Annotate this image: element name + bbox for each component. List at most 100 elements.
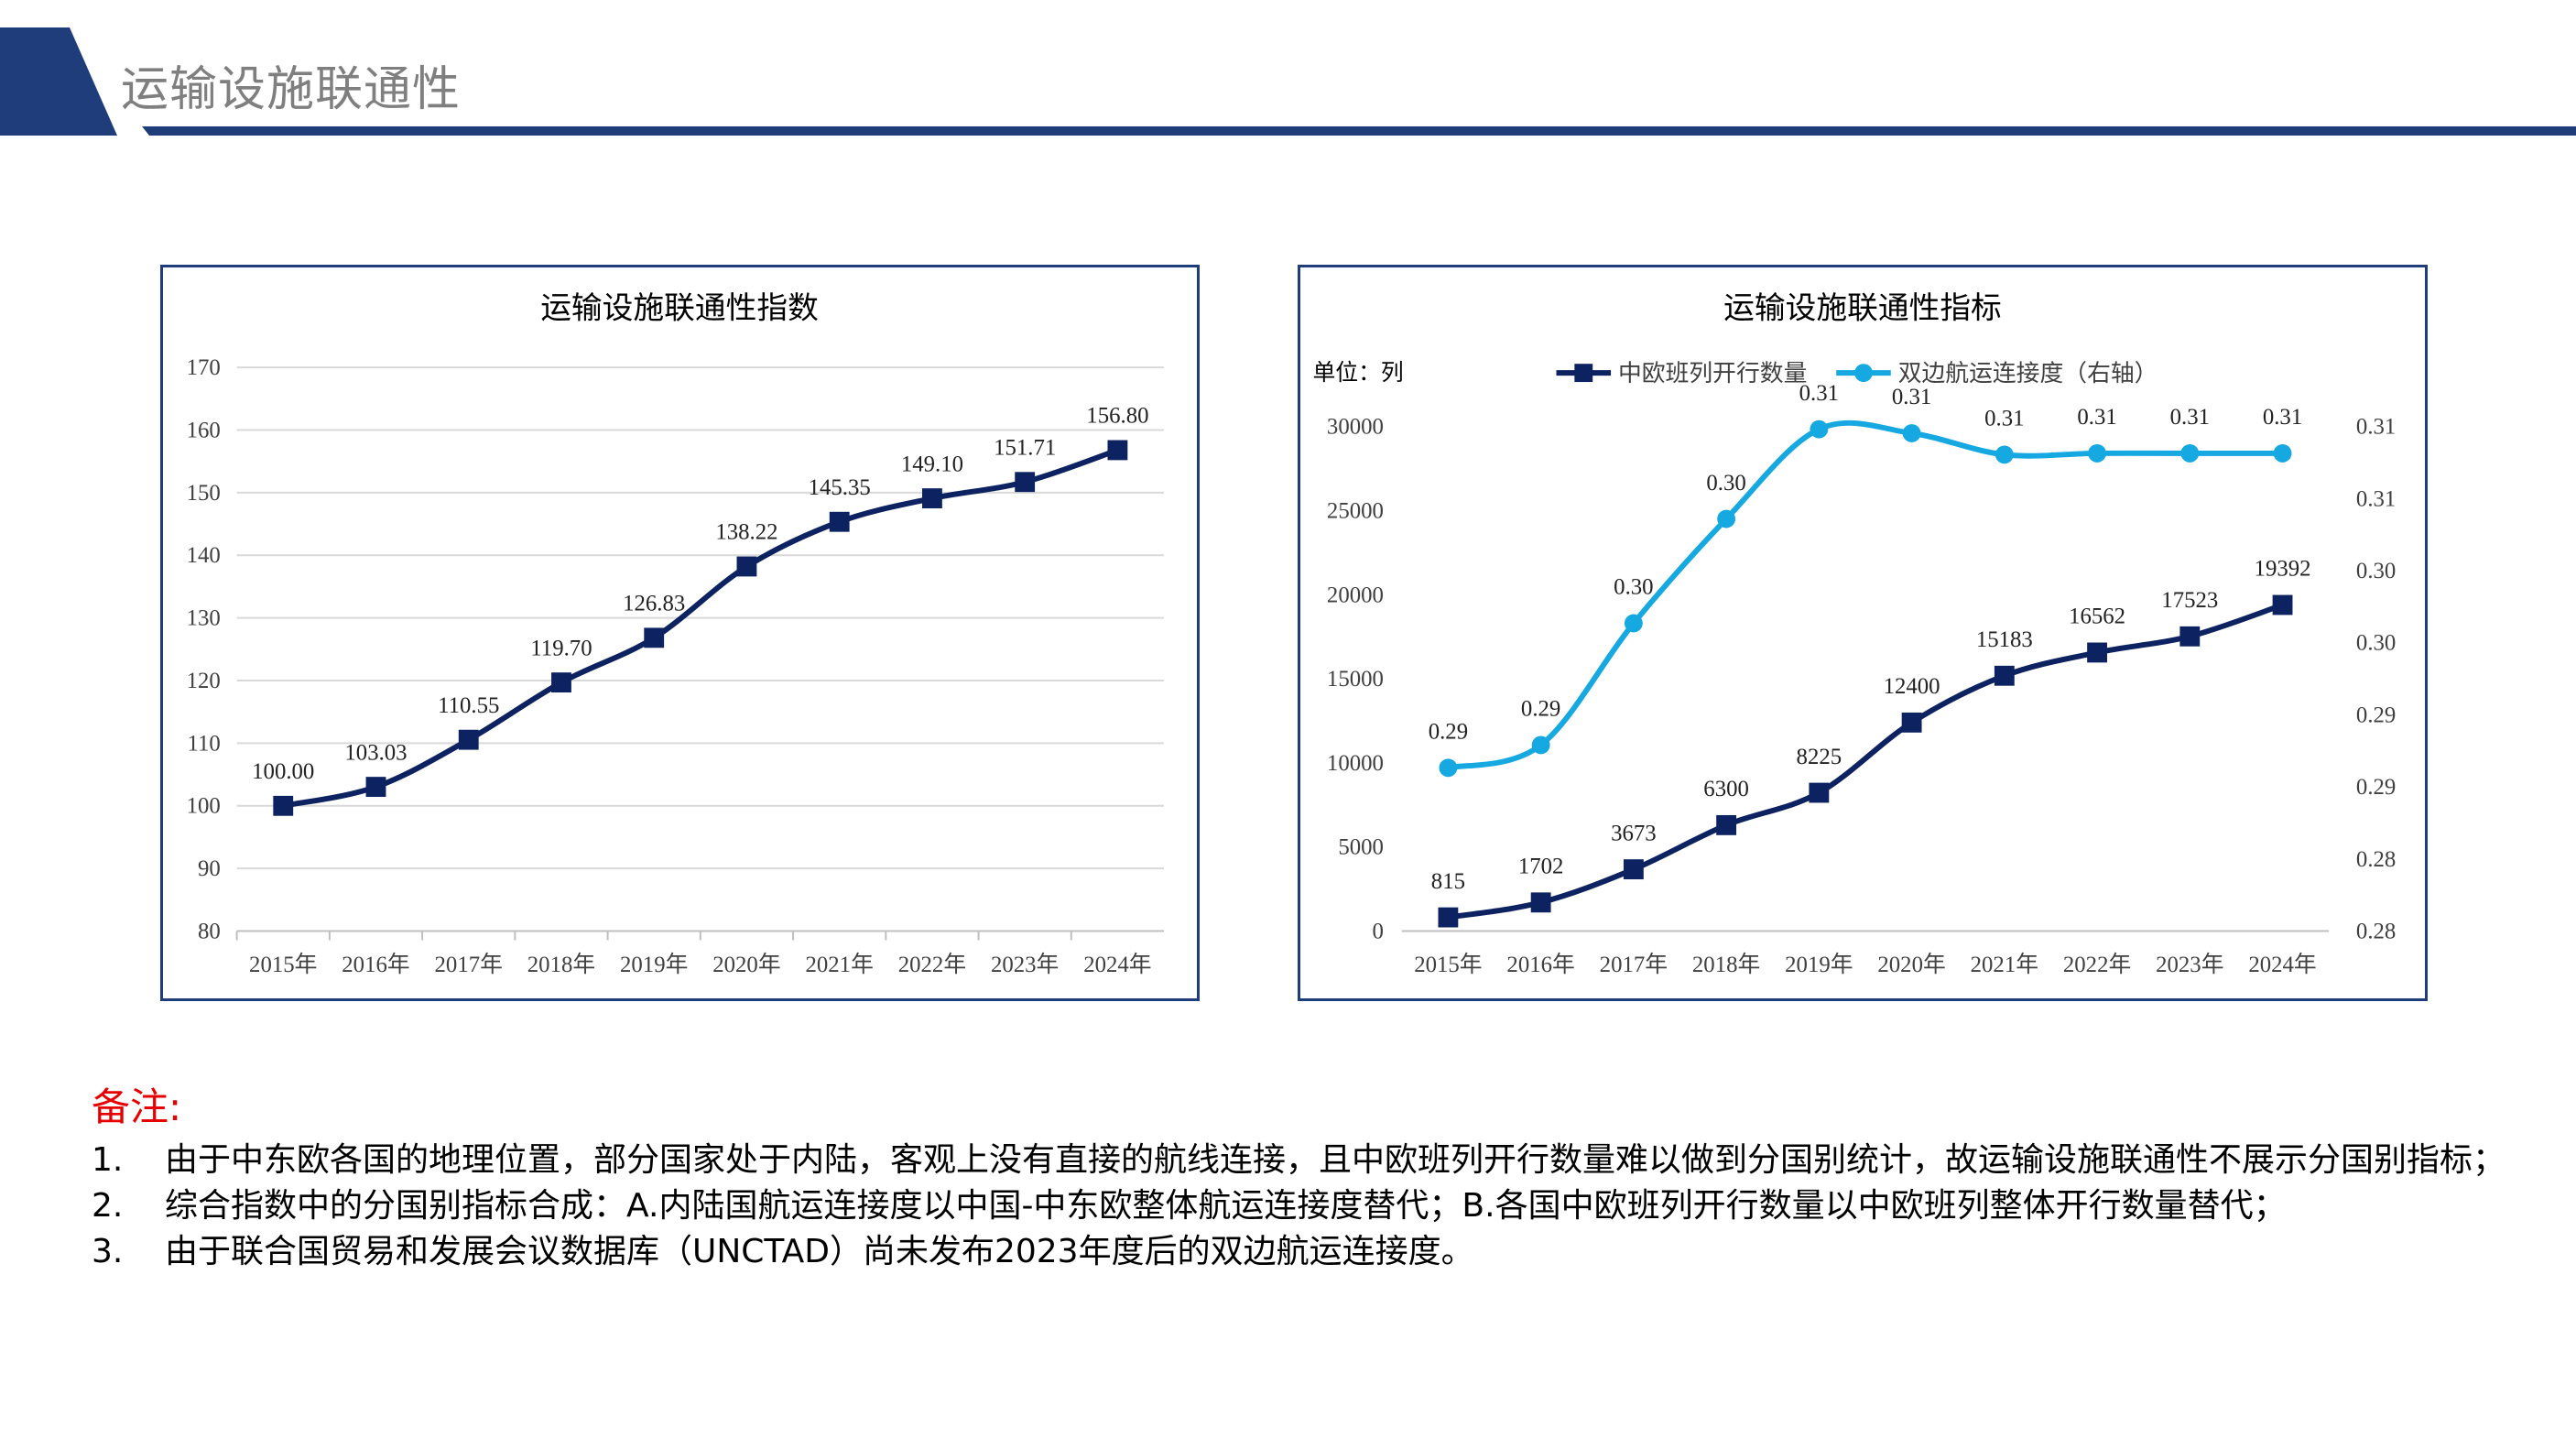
chart-title: 运输设施联通性指数 — [540, 290, 819, 326]
data-point — [922, 488, 942, 509]
y-tick-label: 80 — [198, 919, 221, 943]
y-right-tick-label: 0.28 — [2356, 847, 2396, 872]
x-tick-label: 2016年 — [1506, 952, 1574, 977]
data-point-shipping — [1439, 758, 1458, 778]
y-right-tick-label: 0.30 — [2356, 559, 2396, 583]
page-title: 运输设施联通性 — [121, 62, 462, 117]
legend-marker-shipping — [1854, 364, 1873, 383]
note-text: 由于中东欧各国的地理位置，部分国家处于内陆，客观上没有直接的航线连接，且中欧班列… — [165, 1141, 2506, 1179]
data-label-trains: 16562 — [2069, 605, 2125, 629]
y-tick-label: 90 — [198, 856, 221, 881]
data-point-trains — [2179, 626, 2201, 647]
x-tick-label: 2017年 — [1600, 952, 1668, 977]
indicator-dual-axis-chart: 运输设施联通性指标 单位：列 中欧班列开行数量 双边航运连接度（右轴） 0 500… — [1313, 290, 2397, 978]
data-label-shipping: 0.31 — [1892, 385, 1931, 409]
note-item: 1. 由于中东欧各国的地理位置，部分国家处于内陆，客观上没有直接的航线连接，且中… — [92, 1138, 2518, 1183]
y-right-tick-label: 0.29 — [2356, 703, 2396, 727]
note-number: 2. — [92, 1187, 124, 1225]
x-tick-label: 2023年 — [2156, 952, 2223, 977]
data-point-shipping — [2273, 443, 2292, 463]
data-point — [1107, 440, 1128, 461]
x-tick-label: 2022年 — [2063, 952, 2131, 977]
data-point-shipping — [1624, 614, 1643, 633]
unit-label: 单位：列 — [1313, 359, 1404, 386]
data-label: 151.71 — [994, 435, 1056, 460]
x-tick-label: 2018年 — [1692, 952, 1760, 977]
data-point-trains — [1809, 782, 1830, 803]
x-tick-label: 2016年 — [342, 952, 409, 977]
y-right-tick-label: 0.28 — [2356, 919, 2396, 943]
note-text: 由于联合国贸易和发展会议数据库（UNCTAD）尚未发布2023年度后的双边航运连… — [165, 1233, 1474, 1270]
note-text: 综合指数中的分国别指标合成：A.内陆国航运连接度以中国-中东欧整体航运连接度替代… — [165, 1187, 2287, 1225]
data-label-trains: 12400 — [1884, 674, 1940, 699]
data-point-shipping — [1810, 419, 1829, 439]
data-label-shipping: 0.31 — [1799, 381, 1839, 406]
data-point-shipping — [1902, 424, 1921, 442]
y-tick-label: 120 — [187, 669, 221, 693]
x-tick-label: 2015年 — [1414, 952, 1482, 977]
y-right-tick-label: 0.31 — [2356, 415, 2396, 440]
data-label: 110.55 — [438, 693, 499, 718]
data-point-trains — [2087, 642, 2107, 663]
x-tick-label: 2021年 — [805, 952, 873, 977]
note-number: 1. — [92, 1141, 124, 1179]
data-label: 126.83 — [623, 592, 685, 616]
data-point-shipping — [1994, 445, 2014, 464]
data-label-shipping: 0.31 — [1984, 407, 2024, 431]
x-tick-label: 2022年 — [898, 952, 966, 977]
data-point-trains — [1901, 712, 1922, 733]
notes-title: 备注: — [92, 1084, 182, 1129]
note-number: 3. — [92, 1233, 124, 1270]
series-line-index — [282, 447, 1119, 809]
x-tick-label: 2018年 — [527, 952, 595, 977]
data-label: 138.22 — [715, 520, 777, 545]
x-tick-label: 2019年 — [1785, 952, 1853, 977]
data-label: 156.80 — [1086, 404, 1148, 429]
y-tick-label: 130 — [187, 606, 221, 631]
data-label-shipping: 0.31 — [2077, 405, 2116, 430]
data-label-shipping: 0.30 — [1614, 575, 1653, 600]
y-left-tick-label: 10000 — [1327, 751, 1384, 776]
index-chart-panel: 运输设施联通性指数 80 90 100 110 120 130 140 150 160 170 20… — [160, 265, 1200, 1001]
y-tick-label: 100 — [187, 794, 221, 819]
legend-label-trains: 中欧班列开行数量 — [1618, 360, 1807, 387]
y-tick-label: 170 — [187, 355, 221, 380]
data-point-shipping — [2088, 443, 2106, 463]
chart-title: 运输设施联通性指标 — [1723, 290, 2002, 326]
index-line-chart: 运输设施联通性指数 80 90 100 110 120 130 140 150 160 170 20… — [187, 290, 1165, 977]
data-point-shipping — [2180, 443, 2200, 463]
y-left-tick-label: 0 — [1373, 919, 1384, 943]
y-tick-label: 110 — [187, 731, 220, 756]
data-label-trains: 815 — [1431, 869, 1465, 894]
data-point-shipping — [1531, 735, 1550, 755]
y-tick-label: 140 — [187, 543, 221, 568]
y-tick-label: 150 — [187, 481, 221, 506]
data-label: 145.35 — [809, 475, 871, 500]
y-right-tick-label: 0.29 — [2356, 775, 2396, 800]
y-tick-label: 160 — [187, 418, 221, 442]
data-label-shipping: 0.30 — [1706, 471, 1745, 496]
data-label: 149.10 — [901, 452, 963, 476]
legend-label-shipping: 双边航运连接度（右轴） — [1898, 360, 2158, 387]
data-point — [365, 777, 386, 798]
data-point — [829, 511, 850, 532]
series-line-shipping — [1447, 419, 2283, 771]
header-accent-shape — [0, 27, 117, 136]
x-tick-label: 2024年 — [2248, 952, 2316, 977]
note-item: 2. 综合指数中的分国别指标合成：A.内陆国航运连接度以中国-中东欧整体航运连接… — [92, 1183, 2518, 1229]
data-label-trains: 8225 — [1797, 745, 1842, 769]
x-tick-label: 2020年 — [712, 952, 780, 977]
x-tick-label: 2024年 — [1083, 952, 1151, 977]
data-label-shipping: 0.31 — [2170, 405, 2210, 430]
x-tick-label: 2023年 — [991, 952, 1059, 977]
header-rule — [142, 126, 2576, 136]
indicator-chart-panel: 运输设施联通性指标 单位：列 中欧班列开行数量 双边航运连接度（右轴） 0 500… — [1298, 265, 2428, 1001]
y-right-tick-label: 0.30 — [2356, 631, 2396, 656]
data-label-trains: 1702 — [1518, 855, 1564, 879]
data-point-trains — [1530, 892, 1551, 913]
y-right-tick-label: 0.31 — [2356, 486, 2396, 511]
data-point — [551, 672, 571, 693]
legend-marker-trains — [1574, 364, 1593, 383]
data-point-trains — [1438, 907, 1459, 928]
data-label-trains: 19392 — [2255, 557, 2311, 582]
